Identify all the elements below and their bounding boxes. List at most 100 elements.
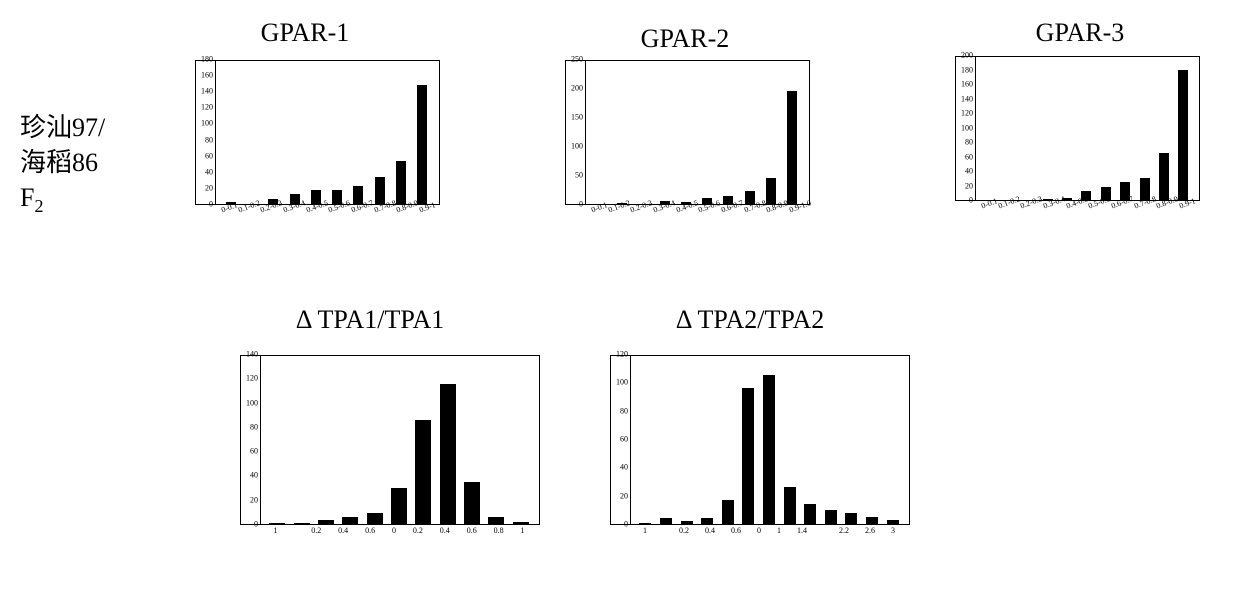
bar — [742, 388, 754, 524]
gpar1-chart: 0204060801001201401601800-0.10.1-0.20.2-… — [195, 60, 440, 205]
xtick: 0.6 — [365, 526, 375, 542]
ytick: 40 — [965, 167, 973, 176]
ytick: 0 — [969, 196, 973, 205]
xtick: 0.6 — [731, 526, 741, 542]
bar — [440, 384, 456, 524]
bar — [766, 178, 776, 204]
ytick: 120 — [616, 350, 628, 359]
xtick: 1.4 — [797, 526, 807, 542]
row-label: 珍汕97/海稻86F2 — [20, 110, 105, 219]
ytick: 250 — [571, 55, 583, 64]
gpar3-bars — [980, 55, 1193, 200]
bar — [375, 177, 385, 204]
xtick: 1 — [777, 526, 781, 542]
xtick: 1 — [521, 526, 525, 542]
bar — [763, 375, 775, 524]
ytick: 0 — [209, 200, 213, 209]
xtick: 0.6 — [467, 526, 477, 542]
dtpa1-xaxis: 10.20.40.600.20.40.60.81 — [265, 524, 533, 542]
ytick: 60 — [620, 435, 628, 444]
xtick: 0.4 — [705, 526, 715, 542]
bar — [342, 517, 358, 524]
dtpa1-yaxis: 020406080100120140 — [237, 356, 261, 524]
ytick: 80 — [620, 406, 628, 415]
gpar3-chart: 0204060801001201401601802000-0.10.1-0.20… — [955, 56, 1200, 201]
gpar3-xaxis: 0-0.10.1-0.20.2-0.30.3-0.40.4-0.50.5-0.6… — [980, 200, 1193, 218]
gpar1-xaxis: 0-0.10.1-0.20.2-0.30.3-0.40.4-0.50.5-0.6… — [220, 204, 433, 222]
dtpa2-chart: 02040608010012010.20.40.6011.42.22.63 — [610, 355, 910, 525]
ytick: 20 — [250, 495, 258, 504]
xtick: 1 — [273, 526, 277, 542]
ytick: 120 — [201, 103, 213, 112]
bar — [784, 487, 796, 524]
dtpa2-title: Δ TPA2/TPA2 — [640, 305, 860, 335]
bar — [1178, 70, 1188, 201]
gpar2-bars — [590, 59, 803, 204]
gpar3-yaxis: 020406080100120140160180200 — [952, 57, 976, 200]
bar — [722, 500, 734, 524]
ytick: 40 — [620, 463, 628, 472]
gpar1-yaxis: 020406080100120140160180 — [192, 61, 216, 204]
ytick: 100 — [201, 119, 213, 128]
ytick: 80 — [205, 135, 213, 144]
ytick: 100 — [961, 123, 973, 132]
bar — [1159, 153, 1169, 200]
xtick: 1 — [643, 526, 647, 542]
dtpa1-title: Δ TPA1/TPA1 — [260, 305, 480, 335]
gpar1-title: GPAR-1 — [235, 18, 375, 48]
ytick: 0 — [579, 200, 583, 209]
ytick: 0 — [624, 520, 628, 529]
dtpa2-yaxis: 020406080100120 — [607, 356, 631, 524]
gpar2-yaxis: 050100150200250 — [562, 61, 586, 204]
ytick: 180 — [961, 65, 973, 74]
ytick: 150 — [571, 113, 583, 122]
dtpa1-chart: 02040608010012014010.20.40.600.20.40.60.… — [240, 355, 540, 525]
xtick: 2.2 — [839, 526, 849, 542]
bar — [391, 488, 407, 524]
bar — [804, 504, 816, 524]
bar — [464, 482, 480, 525]
bar — [866, 517, 878, 524]
bar — [845, 513, 857, 524]
ytick: 120 — [961, 109, 973, 118]
ytick: 100 — [616, 378, 628, 387]
xtick: 0.2 — [679, 526, 689, 542]
bar — [417, 85, 427, 204]
row-label-text: 珍汕97/海稻86F — [20, 113, 105, 212]
xtick: 0.2 — [311, 526, 321, 542]
dtpa2-bars — [635, 354, 903, 524]
xtick: 3 — [891, 526, 895, 542]
dtpa2-xaxis: 10.20.40.6011.42.22.63 — [635, 524, 903, 542]
ytick: 0 — [254, 520, 258, 529]
ytick: 200 — [961, 51, 973, 60]
xtick: 0.8 — [494, 526, 504, 542]
bar — [415, 420, 431, 524]
row-label-sub: 2 — [34, 196, 43, 216]
gpar1-bars — [220, 59, 433, 204]
ytick: 40 — [205, 167, 213, 176]
ytick: 40 — [250, 471, 258, 480]
ytick: 80 — [250, 422, 258, 431]
xtick: 2.6 — [865, 526, 875, 542]
bar — [787, 91, 797, 204]
ytick: 50 — [575, 171, 583, 180]
ytick: 140 — [961, 94, 973, 103]
bar — [396, 161, 406, 204]
xtick: 0 — [757, 526, 761, 542]
gpar2-xaxis: 0-0.10.1-0.20.2-0.30.3-0.40.4-0.50.5-0.6… — [590, 204, 803, 222]
ytick: 200 — [571, 84, 583, 93]
xtick: 0.9-1 — [418, 200, 439, 221]
gpar3-title: GPAR-3 — [1010, 18, 1150, 48]
ytick: 160 — [201, 71, 213, 80]
ytick: 140 — [246, 350, 258, 359]
xtick: 0.9-1 — [1178, 196, 1199, 217]
xtick: 0 — [392, 526, 396, 542]
ytick: 180 — [201, 55, 213, 64]
bar — [825, 510, 837, 524]
ytick: 20 — [620, 491, 628, 500]
ytick: 60 — [250, 447, 258, 456]
xtick: 0.4 — [440, 526, 450, 542]
gpar2-title: GPAR-2 — [615, 24, 755, 54]
xtick: 0.4 — [338, 526, 348, 542]
ytick: 140 — [201, 87, 213, 96]
